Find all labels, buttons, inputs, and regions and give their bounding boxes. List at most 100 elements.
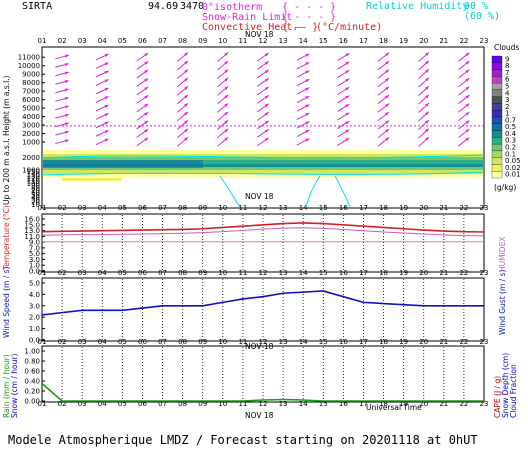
colorbar-swatch <box>491 116 503 124</box>
height-tick-label-bottom: 20 <box>31 199 40 207</box>
wind-arrow-head <box>425 86 429 90</box>
wind-arrow-head <box>425 137 429 141</box>
hour-tick-label: 15 <box>319 37 328 45</box>
y-tick-label: 16.0 <box>24 216 40 224</box>
y-tick-label: 0.20 <box>24 388 40 396</box>
hour-tick-label: 20 <box>419 400 428 408</box>
wind-arrow-head <box>345 104 350 108</box>
wind-arrow-head <box>104 121 109 125</box>
hour-tick-label: 20 <box>419 269 428 277</box>
hour-tick-label: 10 <box>218 37 227 45</box>
hour-tick-label: 20 <box>419 204 428 212</box>
hour-tick-label: 01 <box>38 37 47 45</box>
hour-tick-label: 07 <box>158 400 167 408</box>
hour-tick-label: 23 <box>480 204 489 212</box>
wind-arrow-head <box>305 62 310 66</box>
hour-tick-label: 21 <box>439 37 448 45</box>
hour-tick-label: 04 <box>98 37 107 45</box>
y-tick-label: 1.00 <box>24 348 40 356</box>
colorbar-tick-label: 7 <box>505 69 509 77</box>
wind-arrow-head <box>305 113 310 117</box>
wind-arrow-head <box>305 104 310 108</box>
wind-arrow-head <box>465 95 470 99</box>
hour-tick-label: 16 <box>339 204 348 212</box>
height-tick-label: 10000 <box>18 62 40 70</box>
humidity-contour <box>305 175 321 208</box>
hour-tick-label: 04 <box>98 338 107 346</box>
hour-tick-label: 23 <box>480 400 489 408</box>
wind-arrow-head <box>104 130 109 134</box>
colorbar-title: Clouds <box>494 43 519 52</box>
colorbar-swatch <box>491 130 503 138</box>
cloud-band <box>43 167 483 170</box>
snow-label: Snow (cm / hour) <box>10 354 19 418</box>
hour-tick-label: 14 <box>299 204 308 212</box>
y-tick-label: 0.0 <box>29 268 40 276</box>
wind-arrow-head <box>64 105 69 109</box>
humidity-90: 90 % <box>464 1 488 12</box>
cloud-band <box>43 174 483 177</box>
wind-arrow-head <box>144 86 149 91</box>
hour-tick-label: 14 <box>299 400 308 408</box>
height-tick-label-bottom: 90 <box>31 182 40 190</box>
wind-arrow-head <box>465 69 470 74</box>
hour-tick-label: 02 <box>58 338 67 346</box>
wind-arrow-head <box>64 122 69 126</box>
hour-tick-label: 08 <box>178 204 187 212</box>
height-tick-label: 3000 <box>22 122 40 130</box>
hour-tick-label: 20 <box>419 338 428 346</box>
wind-arrow-head <box>305 138 310 142</box>
wind-arrow-head <box>64 80 69 84</box>
wind-arrow-head <box>305 53 310 57</box>
wind-arrow-head <box>104 87 109 91</box>
hour-tick-label: 22 <box>459 204 468 212</box>
height-tick-label-bottom: 150 <box>27 168 40 176</box>
y-tick-label: 0.40 <box>24 378 40 386</box>
wind-arrow-head <box>465 120 470 124</box>
wind-arrow-head <box>305 70 310 74</box>
height-tick-label: 6000 <box>22 96 40 104</box>
x-axis-label: Universal Time <box>366 403 422 412</box>
site-coords: 94.69 <box>148 1 178 12</box>
hour-tick-label: 12 <box>259 204 268 212</box>
hour-tick-label: 17 <box>359 400 368 408</box>
height-tick-label-bottom: 60 <box>31 189 40 197</box>
wind-arrow-head <box>224 111 229 116</box>
hour-tick-label: 01 <box>38 400 47 408</box>
wind-arrow-head <box>345 112 350 116</box>
hour-tick-label: 13 <box>279 37 288 45</box>
wind-arrow-head <box>345 87 350 91</box>
hour-tick-label: 04 <box>98 269 107 277</box>
y-tick-label: 13.0 <box>24 227 40 235</box>
wind-arrow-head <box>64 139 69 143</box>
wind-arrow-head <box>385 112 390 116</box>
wind-arrow-head <box>64 97 69 101</box>
wind-speed-label: Wind Speed (m / s) <box>2 266 11 338</box>
y-tick-label: 0.80 <box>24 358 40 366</box>
y-tick-label: 4.0 <box>29 291 40 299</box>
wind-arrow-head <box>184 69 188 74</box>
colorbar-swatch <box>491 150 503 158</box>
y-tick-label: 0.00 <box>24 398 40 406</box>
wind-arrow-head <box>184 94 188 99</box>
hour-tick-label: 23 <box>480 269 489 277</box>
wind-arrow-head <box>345 78 350 82</box>
height-tick-label: 5000 <box>22 105 40 113</box>
hour-tick-label: 13 <box>279 338 288 346</box>
wind-arrow-head <box>264 137 269 142</box>
hour-tick-label: 16 <box>339 37 348 45</box>
height-tick-label-bottom: 110 <box>27 177 40 185</box>
footer-text: Modele Atmospherique LMDZ / Forecast sta… <box>8 433 478 447</box>
colorbar-swatch <box>491 157 503 165</box>
colorbar-swatch <box>491 110 503 118</box>
colorbar-tick-label: 0.5 <box>505 123 516 131</box>
wind-arrow-head <box>104 138 109 142</box>
hour-tick-label: 20 <box>419 37 428 45</box>
wind-arrow-head <box>385 69 390 74</box>
hour-tick-label: 06 <box>138 338 147 346</box>
colorbar-tick-label: 0.1 <box>505 150 516 158</box>
hour-tick-label: 21 <box>439 400 448 408</box>
wind-arrow-head <box>104 104 109 108</box>
colorbar-swatch <box>491 123 503 131</box>
date-label-bottom: NOV 18 <box>245 411 274 420</box>
